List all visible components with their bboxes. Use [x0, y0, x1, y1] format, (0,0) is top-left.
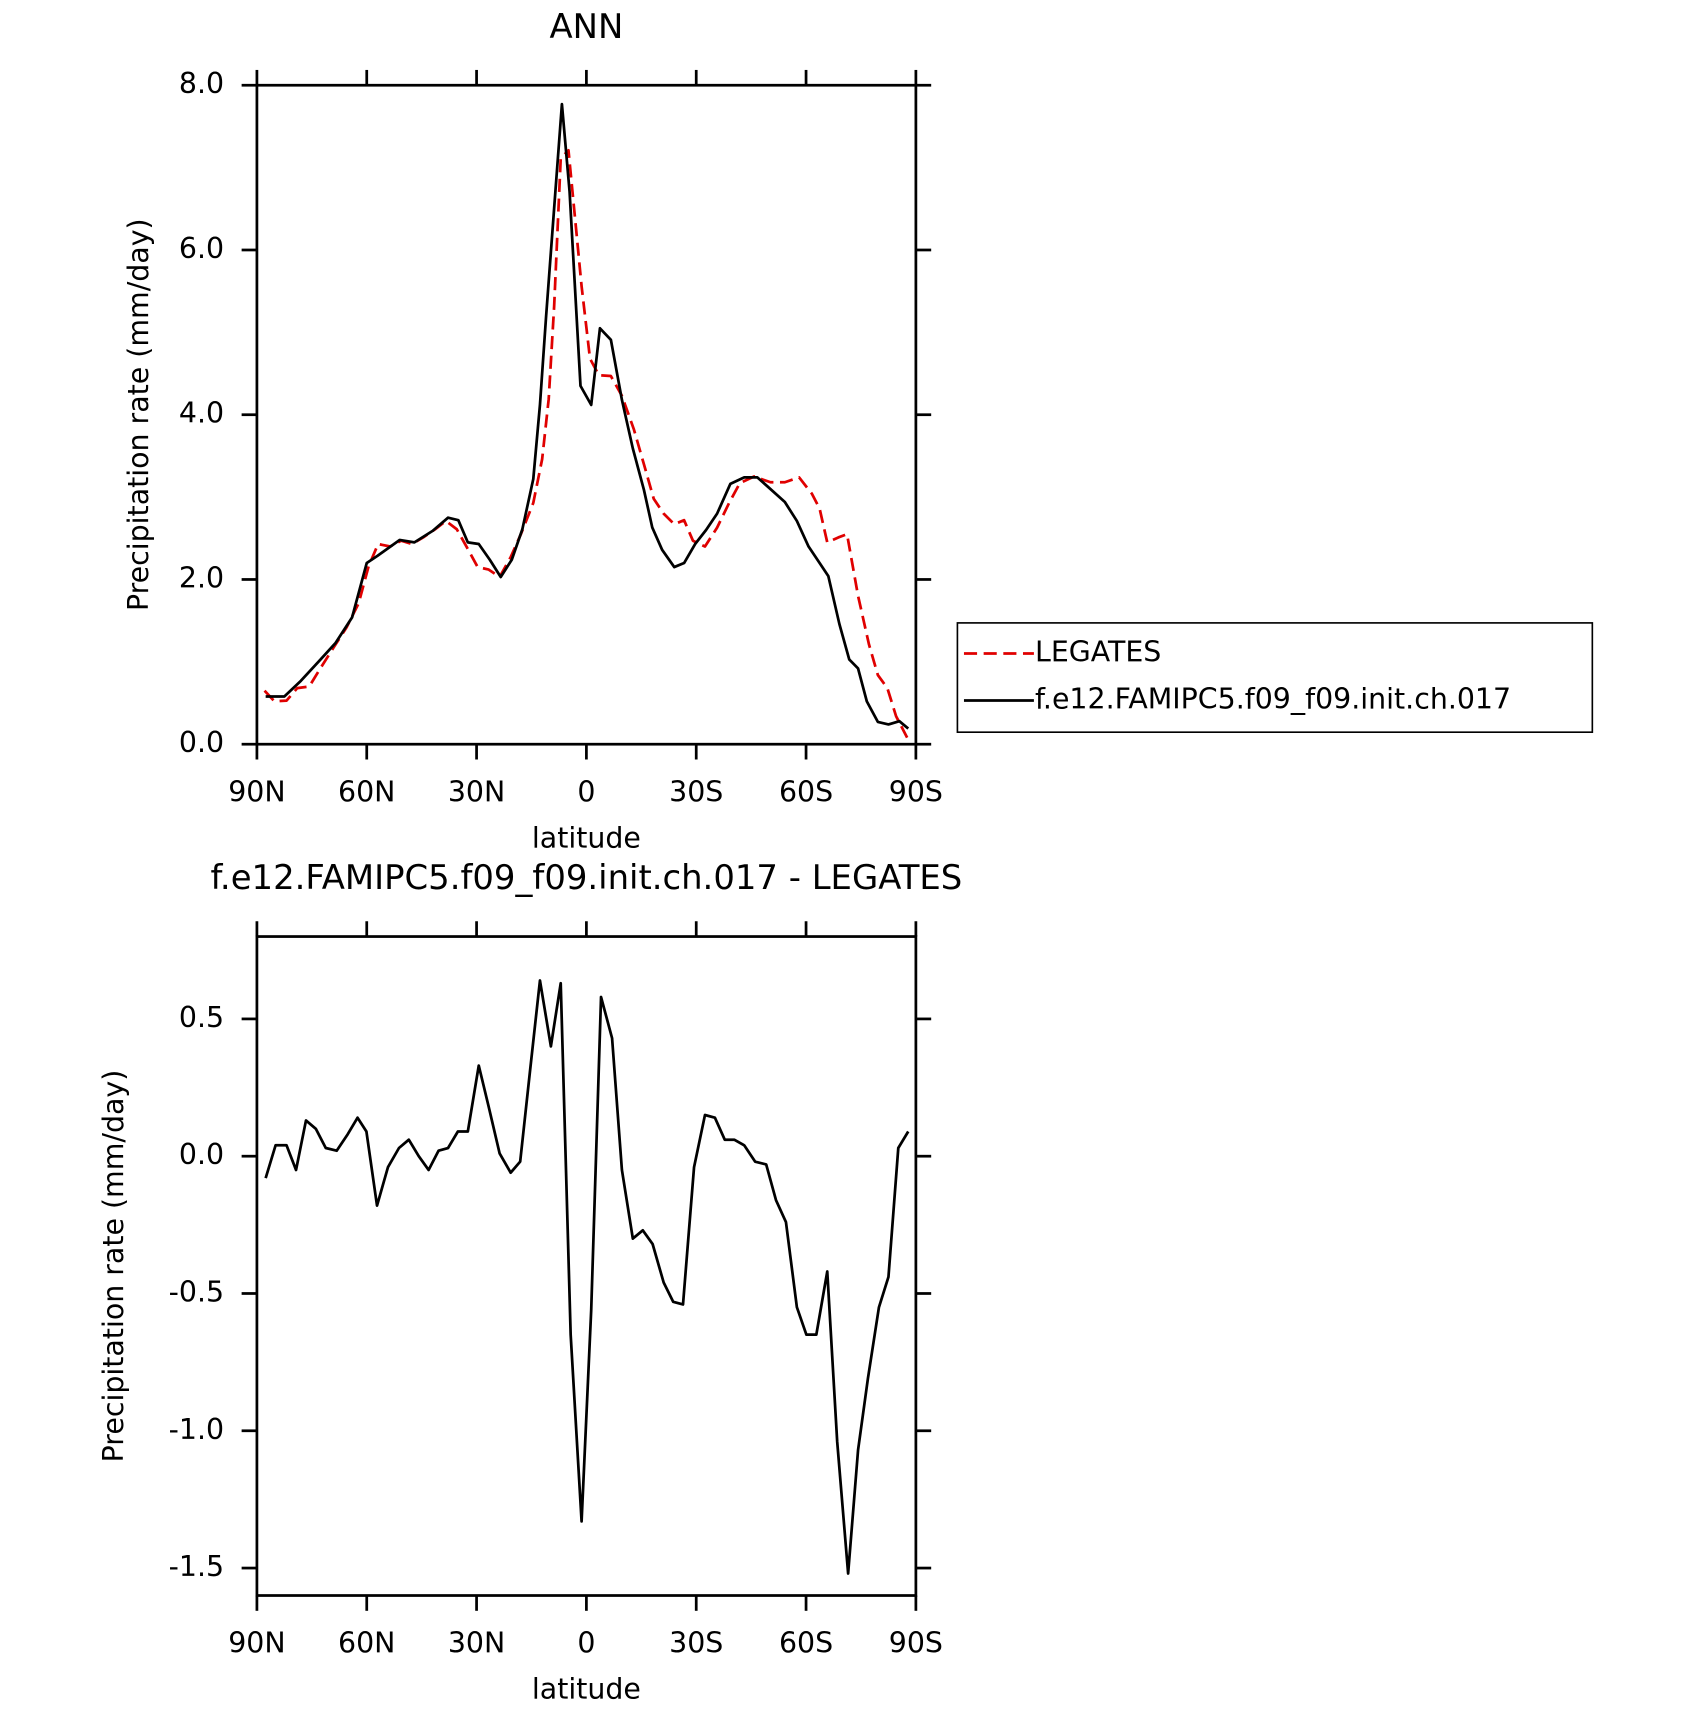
- y-tick-label: 6.0: [179, 232, 224, 265]
- legend-label: LEGATES: [1035, 636, 1161, 669]
- x-axis-label: latitude: [532, 821, 641, 854]
- y-tick-label: 4.0: [179, 397, 224, 430]
- y-axis-label: Precipitation rate (mm/day): [122, 218, 155, 611]
- x-tick-label: 90S: [889, 775, 943, 808]
- x-tick-label: 30S: [669, 1627, 723, 1660]
- x-tick-label: 90S: [889, 1627, 943, 1660]
- y-tick-label: 0.0: [179, 1138, 224, 1171]
- x-tick-label: 60S: [779, 775, 833, 808]
- chart-title: ANN: [549, 7, 623, 46]
- x-tick-label: 60N: [338, 1627, 395, 1660]
- y-tick-label: 0.5: [179, 1001, 224, 1034]
- chart-title: f.e12.FAMIPC5.f09_f09.init.ch.017 - LEGA…: [210, 858, 962, 897]
- legend-box: [956, 622, 1594, 734]
- plot-frame: [255, 935, 918, 1597]
- data-line: [265, 102, 910, 730]
- y-tick-label: 2.0: [179, 561, 224, 594]
- plot-frame: [255, 83, 918, 746]
- x-axis-label: latitude: [532, 1673, 641, 1706]
- x-tick-label: 30N: [448, 775, 505, 808]
- y-tick-label: 8.0: [179, 67, 224, 100]
- y-axis-label: Precipitation rate (mm/day): [97, 1070, 130, 1463]
- data-line: [264, 979, 910, 1575]
- x-tick-label: 30S: [669, 775, 723, 808]
- legend-label: f.e12.FAMIPC5.f09_f09.init.ch.017: [1035, 682, 1511, 715]
- x-tick-label: 60S: [779, 1627, 833, 1660]
- y-tick-label: 0.0: [179, 726, 224, 759]
- y-tick-label: -1.5: [169, 1550, 224, 1583]
- y-tick-label: -1.0: [169, 1413, 224, 1446]
- data-line: [263, 148, 909, 739]
- x-tick-label: 30N: [448, 1627, 505, 1660]
- x-tick-label: 90N: [228, 1627, 285, 1660]
- x-tick-label: 60N: [338, 775, 395, 808]
- y-tick-label: -0.5: [169, 1275, 224, 1308]
- x-tick-label: 0: [577, 1627, 595, 1660]
- x-tick-label: 0: [577, 775, 595, 808]
- x-tick-label: 90N: [228, 775, 285, 808]
